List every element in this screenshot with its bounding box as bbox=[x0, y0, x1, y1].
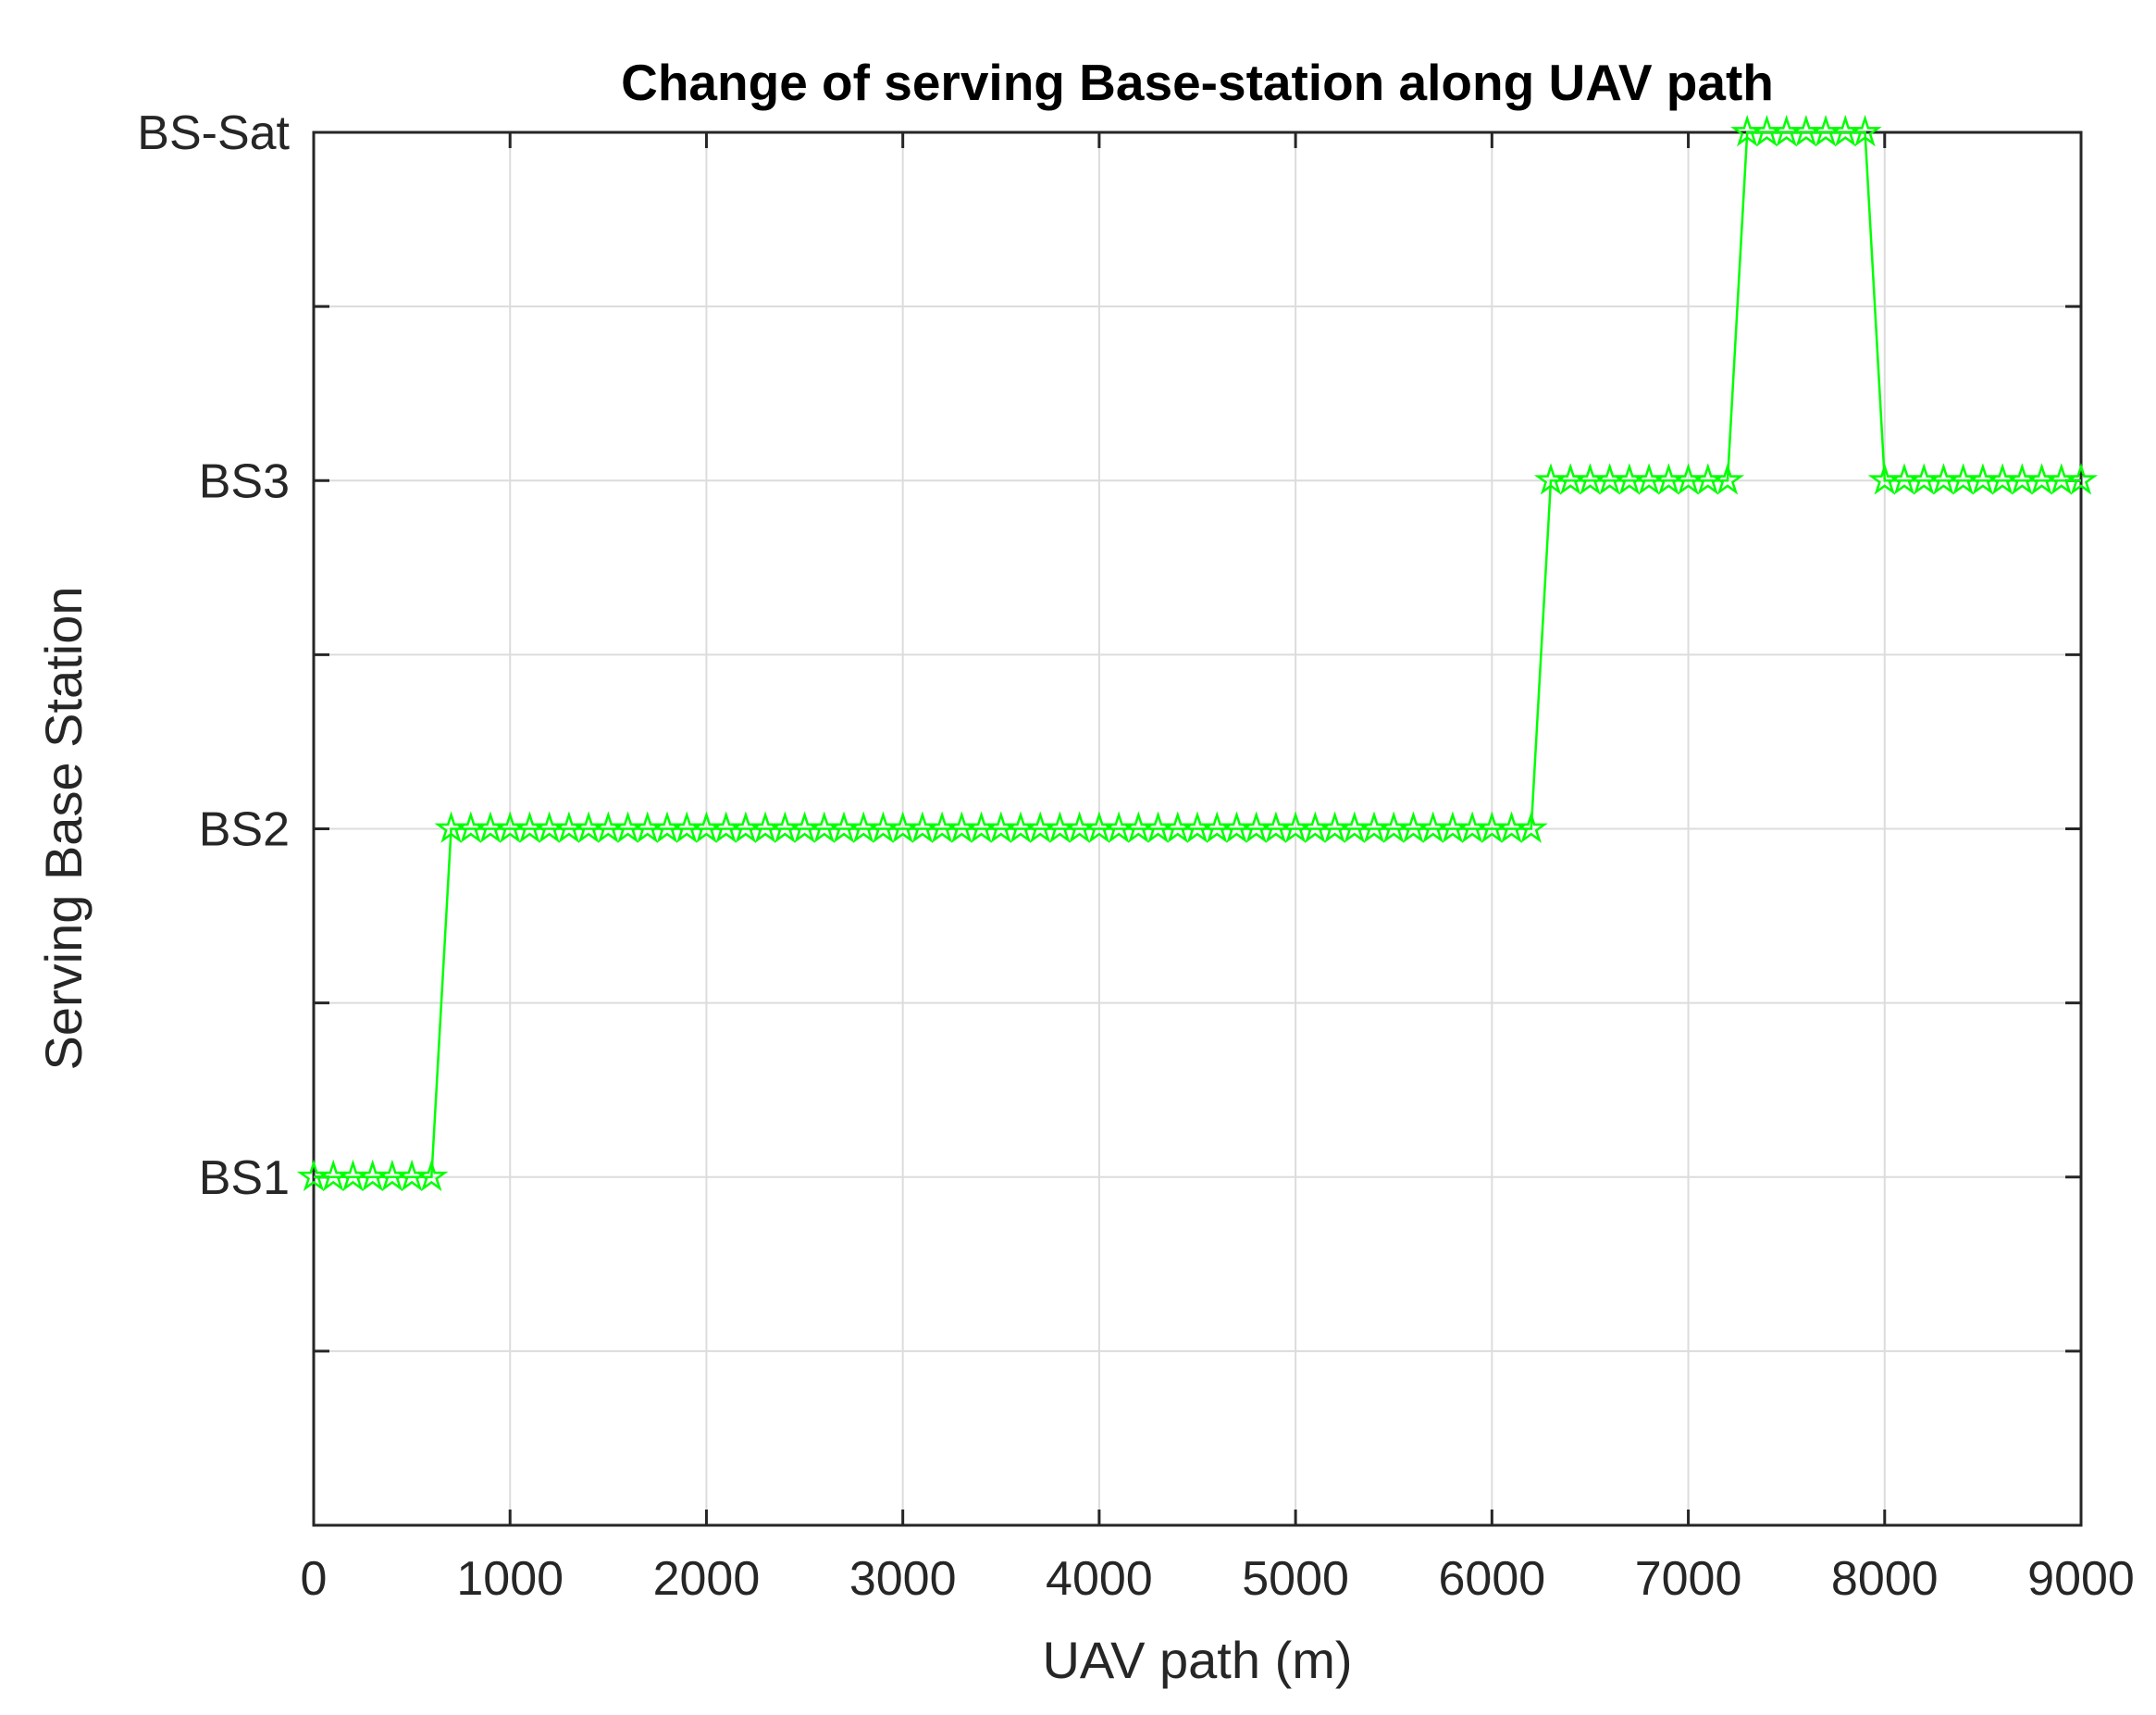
x-tick-label: 2000 bbox=[653, 1552, 761, 1606]
axes-box bbox=[312, 130, 2083, 1527]
data-point-marker bbox=[2063, 463, 2099, 495]
x-tick-label: 1000 bbox=[456, 1552, 564, 1606]
data-point-marker bbox=[1514, 811, 1548, 843]
series-layer bbox=[296, 114, 2099, 1192]
x-axis-label: UAV path (m) bbox=[1042, 1631, 1352, 1689]
y-tick-label: BS2 bbox=[199, 803, 290, 857]
data-point-marker bbox=[1710, 463, 1745, 495]
y-tick-label: BS1 bbox=[199, 1151, 290, 1205]
data-point-marker bbox=[1848, 114, 1882, 147]
x-tick-label: 4000 bbox=[1046, 1552, 1153, 1606]
x-tick-label: 9000 bbox=[2027, 1552, 2135, 1606]
x-tick-label: 6000 bbox=[1438, 1552, 1545, 1606]
y-tick-label: BS-Sat bbox=[137, 106, 290, 160]
y-tick-label: BS3 bbox=[199, 454, 290, 508]
data-point-marker bbox=[415, 1159, 449, 1192]
y-tick-labels: BS1 BS2 BS3 BS-Sat bbox=[137, 106, 290, 1205]
x-tick-label: 3000 bbox=[849, 1552, 957, 1606]
chart-title: Change of serving Base-station along UAV… bbox=[621, 54, 1774, 111]
y-axis-label: Serving Base Station bbox=[34, 587, 93, 1071]
x-tick-label: 8000 bbox=[1831, 1552, 1939, 1606]
x-tick-label: 0 bbox=[301, 1552, 328, 1606]
series-line bbox=[314, 130, 2081, 1178]
x-tick-label: 5000 bbox=[1242, 1552, 1349, 1606]
x-tick-label: 7000 bbox=[1635, 1552, 1742, 1606]
x-tick-labels: 0 1000 2000 3000 4000 5000 6000 7000 8000 9000 bbox=[301, 1552, 2135, 1606]
